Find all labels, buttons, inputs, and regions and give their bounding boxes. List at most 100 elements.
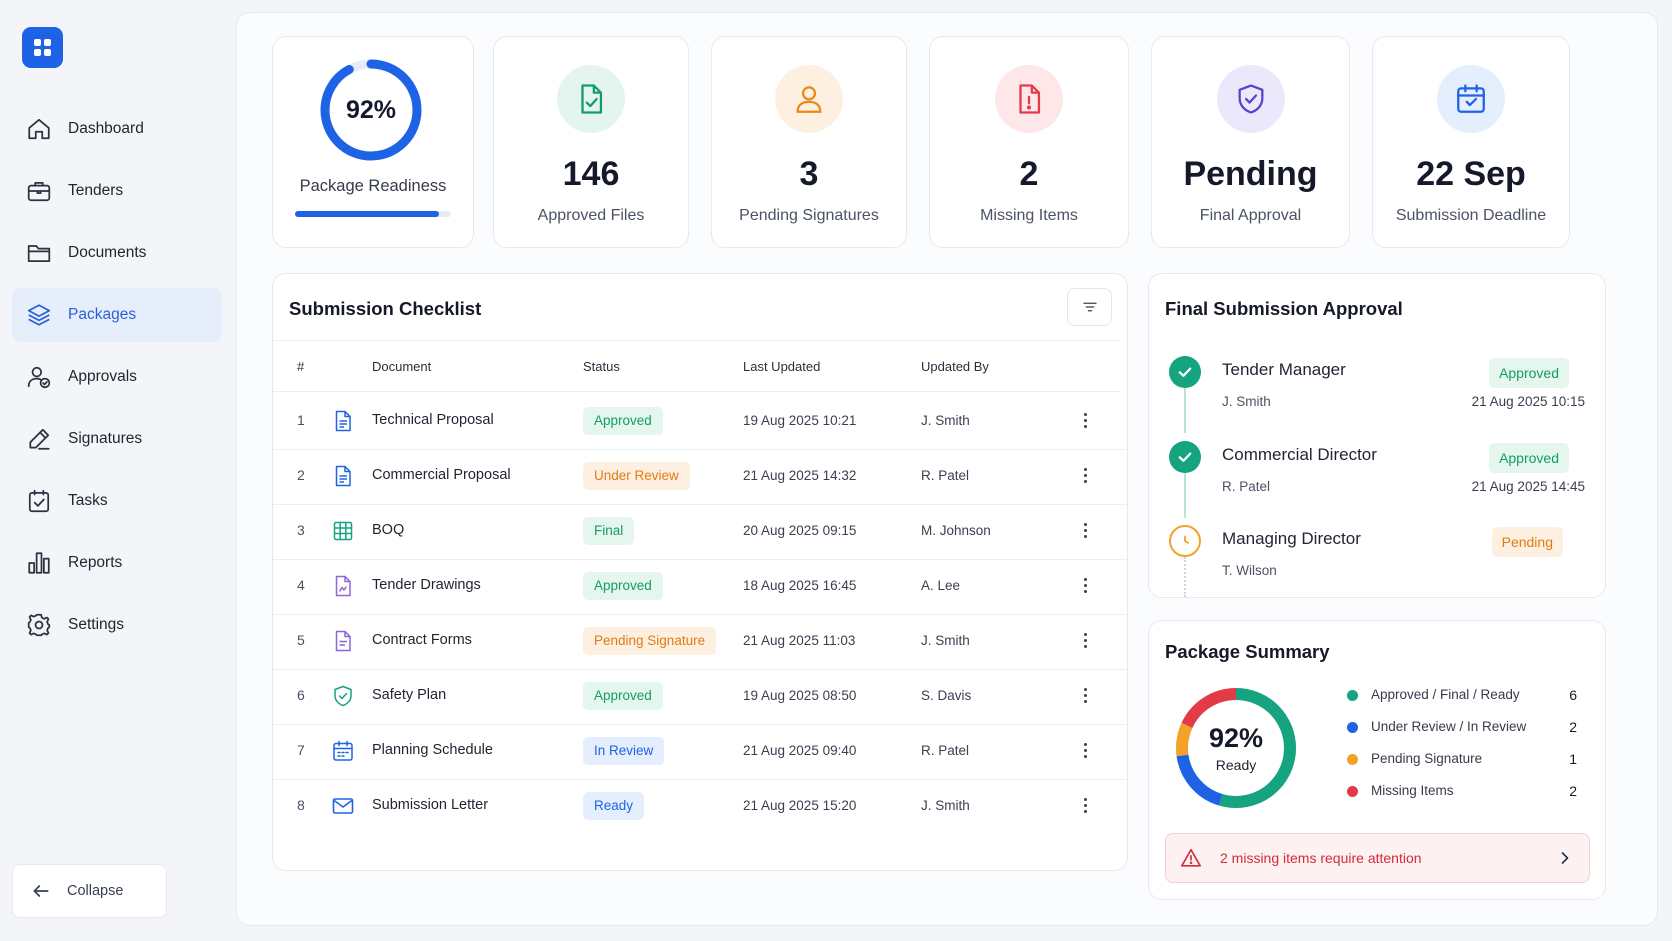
sidebar-item-signatures[interactable]: Signatures bbox=[12, 412, 222, 466]
document-name[interactable]: Contract Forms bbox=[372, 632, 472, 648]
sidebar-item-reports[interactable]: Reports bbox=[12, 536, 222, 590]
sidebar-item-dashboard[interactable]: Dashboard bbox=[12, 102, 222, 156]
sidebar-item-label: Settings bbox=[68, 616, 125, 633]
kpi-card-deadline[interactable]: 22 Sep Submission Deadline bbox=[1372, 36, 1570, 248]
more-options-icon[interactable] bbox=[1073, 515, 1097, 545]
sidebar-item-settings[interactable]: Settings bbox=[12, 598, 222, 652]
deadline-value: 22 Sep bbox=[1416, 155, 1526, 193]
table-row[interactable]: 7 Planning Schedule In Review 21 Aug 202… bbox=[273, 722, 1129, 780]
table-row[interactable]: 3 BOQ Final 20 Aug 2025 09:15 M. Johnson bbox=[273, 502, 1129, 560]
collapse-label: Collapse bbox=[67, 883, 124, 899]
row-number: 2 bbox=[297, 467, 305, 483]
legend-item: Under Review / In Review 2 bbox=[1347, 717, 1587, 749]
sidebar-item-packages[interactable]: Packages bbox=[12, 288, 222, 342]
document-name[interactable]: BOQ bbox=[372, 522, 405, 538]
summary-percent: 92% bbox=[1208, 723, 1264, 753]
col-num: # bbox=[297, 359, 305, 374]
approver-name: J. Smith bbox=[1222, 394, 1271, 409]
kpi-card-final-approval[interactable]: Pending Final Approval bbox=[1151, 36, 1350, 248]
user-icon bbox=[775, 65, 843, 133]
updated-by: R. Patel bbox=[921, 468, 970, 483]
sidebar-item-approvals[interactable]: Approvals bbox=[12, 350, 222, 404]
kpi-card-pending-signatures[interactable]: 3 Pending Signatures bbox=[711, 36, 907, 248]
col-document[interactable]: Document bbox=[372, 359, 432, 374]
more-options-icon[interactable] bbox=[1073, 680, 1097, 710]
legend-count: 6 bbox=[1569, 687, 1577, 703]
timeline-connector bbox=[1184, 387, 1186, 433]
document-name[interactable]: Technical Proposal bbox=[372, 412, 494, 428]
more-options-icon[interactable] bbox=[1073, 570, 1097, 600]
document-name[interactable]: Commercial Proposal bbox=[372, 467, 511, 483]
last-updated: 20 Aug 2025 09:15 bbox=[743, 523, 857, 538]
approver-name: T. Wilson bbox=[1222, 563, 1277, 578]
legend-count: 1 bbox=[1569, 751, 1577, 767]
col-status[interactable]: Status bbox=[583, 359, 620, 374]
updated-by: J. Smith bbox=[921, 413, 970, 428]
sidebar-item-tasks[interactable]: Tasks bbox=[12, 474, 222, 528]
final-approval-value: Pending bbox=[1183, 155, 1318, 193]
pending-signatures-value: 3 bbox=[799, 155, 819, 193]
collapse-button[interactable]: Collapse bbox=[12, 864, 167, 918]
col-updated-by[interactable]: Updated By bbox=[921, 359, 989, 374]
sidebar-item-tenders[interactable]: Tenders bbox=[12, 164, 222, 218]
bar-chart-icon bbox=[28, 552, 50, 574]
more-options-icon[interactable] bbox=[1073, 625, 1097, 655]
table-row[interactable]: 8 Submission Letter Ready 21 Aug 2025 15… bbox=[273, 777, 1129, 835]
kpi-card-approved-files[interactable]: 146 Approved Files bbox=[493, 36, 689, 248]
filter-icon bbox=[1082, 302, 1097, 312]
table-row[interactable]: 5 Contract Forms Pending Signature 21 Au… bbox=[273, 612, 1129, 670]
updated-by: M. Johnson bbox=[921, 523, 991, 538]
readiness-progress-bar bbox=[295, 211, 451, 217]
table-row[interactable]: 1 Technical Proposal Approved 19 Aug 202… bbox=[273, 392, 1129, 450]
sidebar-item-label: Dashboard bbox=[68, 120, 144, 137]
document-name[interactable]: Planning Schedule bbox=[372, 742, 493, 758]
sidebar-item-documents[interactable]: Documents bbox=[12, 226, 222, 280]
sidebar-item-label: Documents bbox=[68, 244, 147, 261]
app-logo[interactable] bbox=[22, 27, 63, 68]
last-updated: 21 Aug 2025 15:20 bbox=[743, 798, 857, 813]
more-options-icon[interactable] bbox=[1073, 460, 1097, 490]
filter-button[interactable] bbox=[1067, 288, 1112, 326]
approval-step[interactable]: Managing Director T. Wilson Pending bbox=[1149, 525, 1607, 605]
document-name[interactable]: Submission Letter bbox=[372, 797, 489, 813]
donut-center: 92% Ready bbox=[1171, 683, 1301, 813]
calendar-icon bbox=[333, 740, 353, 761]
row-number: 6 bbox=[297, 687, 305, 703]
row-number: 5 bbox=[297, 632, 305, 648]
donut-slice-3 bbox=[1176, 688, 1296, 808]
more-options-icon[interactable] bbox=[1073, 405, 1097, 435]
document-name[interactable]: Tender Drawings bbox=[372, 577, 481, 593]
row-number: 1 bbox=[297, 412, 305, 428]
deadline-label: Submission Deadline bbox=[1395, 207, 1547, 224]
table-row[interactable]: 2 Commercial Proposal Under Review 21 Au… bbox=[273, 447, 1129, 505]
sidebar-nav: Dashboard Tenders Documents Packages App… bbox=[12, 102, 222, 660]
document-icon bbox=[335, 465, 351, 487]
kpi-card-readiness[interactable]: 92% Package Readiness bbox=[272, 36, 474, 248]
approval-step[interactable]: Tender Manager J. Smith Approved 21 Aug … bbox=[1149, 356, 1607, 436]
readiness-progress-fill bbox=[295, 211, 439, 217]
summary-title: Package Summary bbox=[1165, 641, 1330, 662]
missing-items-alert[interactable]: 2 missing items require attention bbox=[1165, 833, 1590, 883]
kpi-card-missing-items[interactable]: 2 Missing Items bbox=[929, 36, 1129, 248]
briefcase-icon bbox=[27, 182, 51, 202]
status-badge: Ready bbox=[583, 792, 645, 820]
layers-icon bbox=[27, 304, 51, 326]
more-options-icon[interactable] bbox=[1073, 735, 1097, 765]
more-options-icon[interactable] bbox=[1073, 790, 1097, 820]
table-row[interactable]: 6 Safety Plan Approved 19 Aug 2025 08:50… bbox=[273, 667, 1129, 725]
package-summary-card: Package Summary 92% Ready Approved / Fin… bbox=[1148, 620, 1606, 900]
calendar-icon bbox=[1437, 65, 1505, 133]
legend-item: Pending Signature 1 bbox=[1347, 749, 1587, 781]
col-last-updated[interactable]: Last Updated bbox=[743, 359, 821, 374]
document-name[interactable]: Safety Plan bbox=[372, 687, 447, 703]
status-badge: Approved bbox=[583, 572, 663, 600]
last-updated: 18 Aug 2025 16:45 bbox=[743, 578, 857, 593]
table-row[interactable]: 4 Tender Drawings Approved 18 Aug 2025 1… bbox=[273, 557, 1129, 615]
approval-step[interactable]: Commercial Director R. Patel Approved 21… bbox=[1149, 441, 1607, 521]
summary-donut-chart: 92% Ready bbox=[1171, 683, 1301, 813]
gear-icon bbox=[27, 613, 51, 637]
arrow-left-icon bbox=[33, 885, 49, 897]
timeline-connector bbox=[1184, 472, 1186, 518]
updated-by: J. Smith bbox=[921, 798, 970, 813]
legend-label: Pending Signature bbox=[1371, 751, 1483, 766]
